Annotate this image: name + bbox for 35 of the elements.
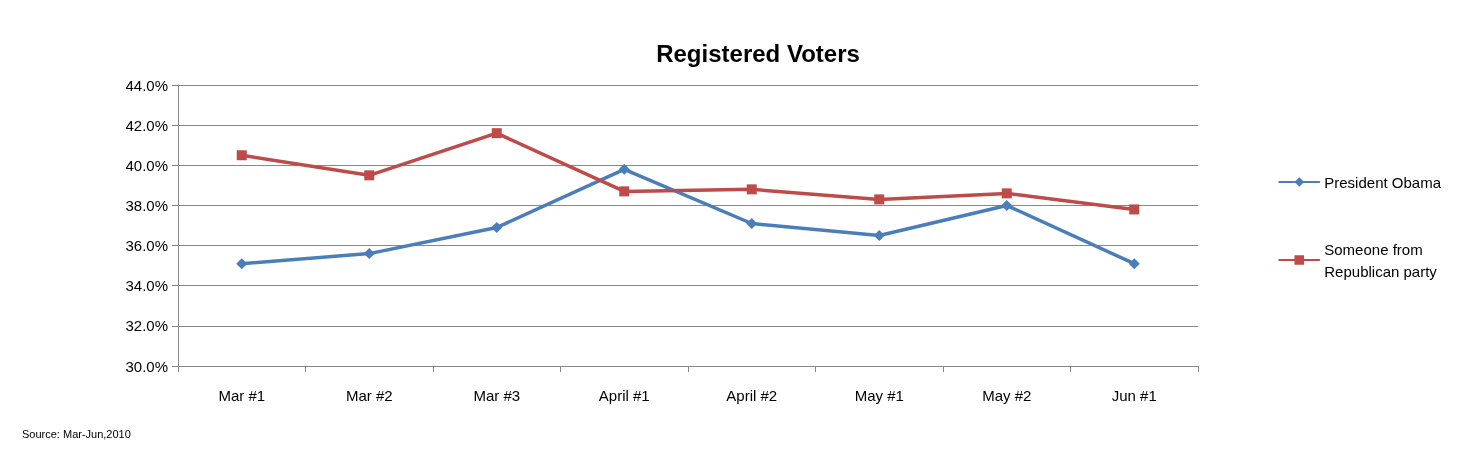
point — [746, 217, 758, 229]
y-tick-label: 30.0% — [125, 357, 168, 375]
point — [1129, 204, 1140, 215]
point — [491, 222, 503, 234]
point — [874, 194, 885, 205]
point — [618, 163, 630, 175]
legend-label: President Obama — [1324, 173, 1442, 191]
x-tick-label: May #1 — [854, 387, 904, 404]
x-tick-label: May #2 — [982, 387, 1032, 404]
point — [491, 128, 502, 139]
y-tick-label: 38.0% — [125, 196, 168, 214]
point — [236, 150, 247, 161]
x-tick-label: Jun #1 — [1111, 387, 1157, 404]
legend-label: Someone from Republican party — [1324, 240, 1438, 280]
chart-title: Registered Voters — [656, 39, 860, 67]
y-tick-label: 32.0% — [125, 317, 168, 335]
x-tick-label: April #1 — [598, 387, 650, 404]
point — [363, 248, 375, 260]
y-tick-label: 40.0% — [125, 156, 168, 174]
y-tick-label: 34.0% — [125, 277, 168, 295]
point — [746, 184, 757, 195]
x-tick-label: Mar #3 — [473, 387, 521, 404]
source-note: Source: Mar-Jun,2010 — [22, 427, 131, 440]
point — [1001, 188, 1012, 199]
y-tick-label: 36.0% — [125, 237, 168, 255]
point — [619, 186, 630, 197]
point — [1001, 199, 1013, 211]
point — [1128, 258, 1140, 270]
point — [364, 170, 375, 181]
x-tick-label: Mar #2 — [345, 387, 393, 404]
y-tick-label: 42.0% — [125, 116, 168, 134]
y-tick-label: 44.0% — [125, 76, 168, 94]
point — [873, 230, 885, 242]
x-tick-label: Mar #1 — [218, 387, 266, 404]
x-tick-label: April #2 — [726, 387, 778, 404]
